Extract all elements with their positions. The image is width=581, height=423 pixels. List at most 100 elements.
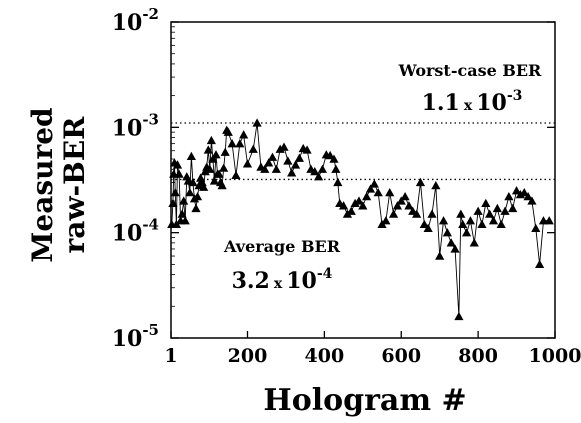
data-point — [294, 153, 304, 162]
data-point — [206, 135, 216, 145]
data-point — [469, 238, 479, 247]
data-point — [488, 216, 499, 225]
data-point — [264, 158, 274, 167]
data-point — [325, 150, 335, 160]
y-tick-base: 10 — [112, 326, 143, 352]
data-point — [333, 177, 343, 187]
worst-case-ber-annotation: Worst-case BER 1.1 x 10-3 — [398, 61, 542, 116]
data-point — [544, 216, 554, 225]
data-point — [419, 219, 429, 229]
data-point — [496, 219, 506, 229]
data-point — [239, 130, 249, 139]
data-point — [465, 216, 476, 225]
data-point — [211, 150, 221, 159]
data-point — [310, 166, 320, 176]
data-point — [400, 191, 410, 201]
data-point — [538, 216, 549, 225]
data-point — [535, 259, 545, 269]
x-axis-label: Hologram # — [263, 383, 466, 418]
y-tick-exponent: -5 — [142, 321, 159, 339]
worst-case-ber-exponent: -3 — [507, 88, 523, 104]
data-point — [446, 238, 456, 247]
data-point — [461, 228, 472, 237]
data-point — [287, 168, 297, 177]
y-axis-label: Measured raw-BER — [26, 107, 91, 262]
data-point — [358, 201, 368, 210]
data-point — [456, 209, 466, 218]
data-point — [199, 182, 209, 191]
data-point — [174, 169, 184, 178]
x-tick-label: 400 — [305, 345, 345, 367]
data-point — [179, 196, 189, 205]
y-axis-label-line-1: Measured — [26, 107, 59, 262]
data-point — [170, 188, 180, 197]
data-point — [531, 223, 541, 232]
average-ber-value: 3.2 x 10-4 — [232, 266, 333, 294]
worst-case-ber-mantissa: 1.1 — [422, 90, 460, 116]
data-point — [217, 180, 227, 190]
data-point — [477, 219, 487, 229]
data-point — [508, 203, 518, 213]
data-point — [203, 145, 213, 154]
data-point — [511, 186, 522, 195]
data-point — [302, 145, 312, 154]
data-point — [388, 209, 399, 218]
data-point — [267, 152, 278, 161]
data-point — [317, 164, 328, 173]
worst-case-ber-times: x — [464, 98, 473, 114]
data-point — [242, 159, 253, 168]
y-tick-base: 10 — [112, 221, 143, 247]
y-axis-ticks: 10-510-410-310-2 — [112, 5, 555, 352]
data-point — [527, 196, 537, 205]
data-point — [423, 223, 433, 232]
average-ber-label: Average BER — [223, 237, 341, 256]
average-ber-annotation: Average BER 3.2 x 10-4 — [223, 237, 341, 294]
y-tick-exponent: -2 — [142, 5, 159, 23]
y-tick-base: 10 — [112, 115, 143, 141]
data-points — [167, 118, 554, 321]
data-point — [248, 144, 258, 153]
data-point — [168, 198, 178, 207]
worst-case-ber-base: 10 — [476, 90, 507, 116]
data-point — [275, 144, 285, 153]
data-point — [458, 219, 468, 229]
data-point — [504, 191, 514, 201]
data-point — [442, 228, 452, 237]
data-point — [191, 203, 201, 213]
worst-case-ber-value: 1.1 x 10-3 — [422, 88, 523, 116]
data-point — [396, 196, 406, 205]
average-ber-exponent: -4 — [317, 266, 333, 282]
data-point — [172, 160, 183, 169]
data-point — [290, 160, 301, 169]
data-point — [519, 188, 529, 197]
data-point — [208, 154, 218, 163]
data-point — [235, 139, 245, 148]
data-point — [338, 201, 349, 210]
x-axis-ticks: 1 200 400 600 800 1000 — [164, 331, 581, 367]
data-point — [214, 169, 224, 178]
x-tick-label: 200 — [228, 345, 268, 367]
data-point — [369, 179, 379, 188]
data-point — [314, 172, 324, 181]
y-axis-label-line-2: raw-BER — [58, 116, 91, 254]
data-point — [431, 180, 441, 190]
data-point — [177, 209, 187, 218]
data-point — [427, 209, 437, 218]
y-tick-label: 10-2 — [112, 5, 159, 36]
data-point — [188, 177, 198, 187]
data-point — [404, 201, 414, 210]
data-point — [180, 216, 190, 225]
data-point — [209, 176, 220, 185]
data-point — [500, 206, 510, 215]
average-ber-mantissa: 3.2 — [232, 268, 270, 294]
data-point — [492, 203, 502, 213]
data-point — [385, 188, 395, 197]
data-point — [350, 198, 360, 207]
data-point — [415, 177, 426, 187]
data-point — [283, 156, 293, 165]
data-point — [362, 191, 372, 201]
x-tick-label: 1 — [164, 345, 177, 367]
data-point — [219, 163, 229, 172]
data-point — [192, 191, 203, 201]
y-tick-label: 10-4 — [112, 216, 159, 247]
